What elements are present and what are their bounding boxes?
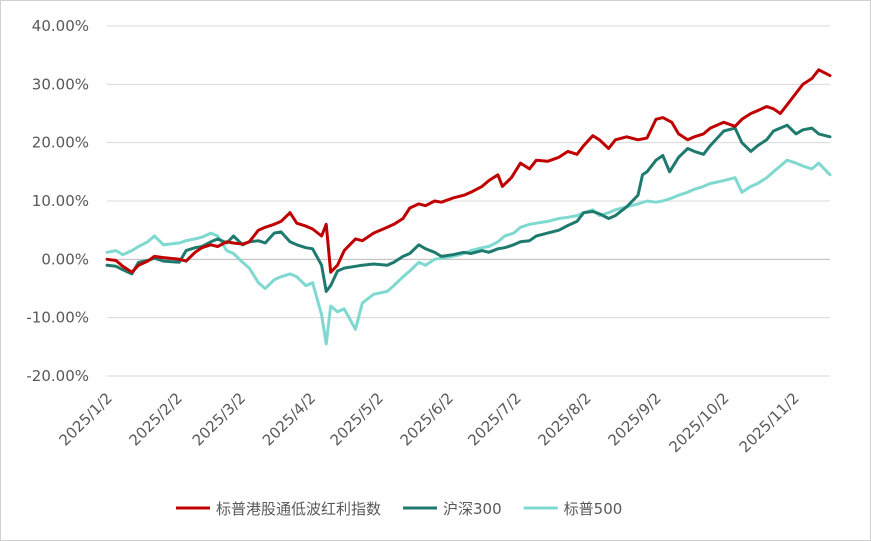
- y-tick-label: 40.00%: [32, 17, 89, 35]
- y-tick-label: -10.00%: [26, 309, 89, 327]
- x-tick: 2025/11/2: [736, 389, 803, 456]
- x-tick: 2025/9/2: [604, 389, 664, 449]
- series-lines: [105, 68, 832, 346]
- legend-label: 标普港股通低波红利指数: [216, 500, 381, 518]
- legend: 标普港股通低波红利指数 沪深300 标普500: [176, 500, 622, 518]
- x-tick-label: 2025/3/2: [189, 389, 249, 449]
- x-tick: 2025/1/2: [55, 389, 115, 449]
- y-tick-label: 10.00%: [32, 192, 89, 210]
- legend-label: 沪深300: [443, 500, 502, 518]
- x-tick: 2025/4/2: [259, 389, 319, 449]
- series-line: [105, 123, 832, 293]
- x-tick: 2025/2/2: [125, 389, 185, 449]
- x-tick-label: 2025/5/2: [327, 389, 387, 449]
- x-tick: 2025/5/2: [327, 389, 387, 449]
- legend-label: 标普500: [564, 500, 623, 518]
- y-tick-label: -20.00%: [26, 367, 89, 385]
- x-tick: 2025/7/2: [464, 389, 524, 449]
- x-tick: 2025/10/2: [666, 389, 733, 456]
- x-tick: 2025/6/2: [397, 389, 457, 449]
- y-tick-label: 20.00%: [32, 134, 89, 152]
- legend-item: 标普500: [523, 500, 623, 518]
- legend-item: 标普港股通低波红利指数: [176, 500, 381, 518]
- x-axis: 2025/1/2 2025/2/2 2025/3/2 2025/4/2 2025/5/2…: [55, 258, 830, 456]
- x-tick-label: 2025/11/2: [736, 389, 803, 456]
- x-tick-label: 2025/10/2: [666, 389, 733, 456]
- legend-item: 沪深300: [403, 500, 502, 518]
- y-axis: 40.00% 30.00% 20.00% 10.00% 0.00% -10.00% -20.…: [26, 17, 89, 385]
- y-tick-label: 0.00%: [41, 250, 89, 268]
- x-tick-label: 2025/8/2: [534, 389, 594, 449]
- x-tick-label: 2025/7/2: [464, 389, 524, 449]
- y-tick-label: 30.00%: [32, 75, 89, 93]
- x-tick-label: 2025/9/2: [604, 389, 664, 449]
- x-tick-label: 2025/1/2: [55, 389, 115, 449]
- x-tick-label: 2025/2/2: [125, 389, 185, 449]
- x-tick: 2025/8/2: [534, 389, 594, 449]
- series-line: [105, 68, 832, 274]
- x-tick-label: 2025/4/2: [259, 389, 319, 449]
- x-tick: 2025/3/2: [189, 389, 249, 449]
- gridlines: [107, 25, 830, 377]
- x-tick-label: 2025/6/2: [397, 389, 457, 449]
